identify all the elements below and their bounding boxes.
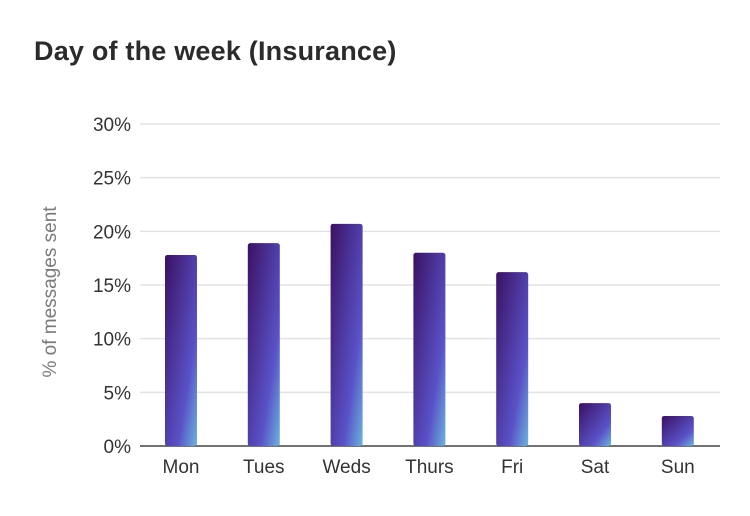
y-tick-label: 20% <box>93 222 131 243</box>
chart-title: Day of the week (Insurance) <box>34 36 397 66</box>
x-tick-label-thurs: Thurs <box>405 457 454 478</box>
x-tick-labels: Mon Tues Weds Thurs Fri Sat Sun <box>163 457 695 478</box>
y-tick-labels: 0% 5% 10% 15% 20% 25% 30% <box>93 115 131 458</box>
x-tick-label-weds: Weds <box>322 457 370 478</box>
bar-weds <box>330 223 363 446</box>
y-tick-label: 5% <box>104 383 132 404</box>
bar-tues <box>247 243 280 446</box>
y-tick-label: 15% <box>93 276 131 297</box>
x-tick-label-mon: Mon <box>163 457 200 478</box>
bar-sun <box>661 415 694 446</box>
y-axis-label: % of messages sent <box>40 206 61 378</box>
y-tick-label: 10% <box>93 330 131 351</box>
bar-fri <box>496 272 529 446</box>
x-tick-label-sun: Sun <box>661 457 695 478</box>
bars <box>165 223 694 446</box>
x-tick-label-tues: Tues <box>243 457 285 478</box>
y-tick-label: 0% <box>104 437 132 458</box>
y-tick-label: 30% <box>93 115 131 136</box>
bar-mon <box>165 254 197 446</box>
bar-thurs <box>413 252 446 446</box>
x-tick-label-sat: Sat <box>581 457 610 478</box>
bar-sat <box>579 403 611 446</box>
y-tick-label: 25% <box>93 169 131 190</box>
x-tick-label-fri: Fri <box>501 457 523 478</box>
